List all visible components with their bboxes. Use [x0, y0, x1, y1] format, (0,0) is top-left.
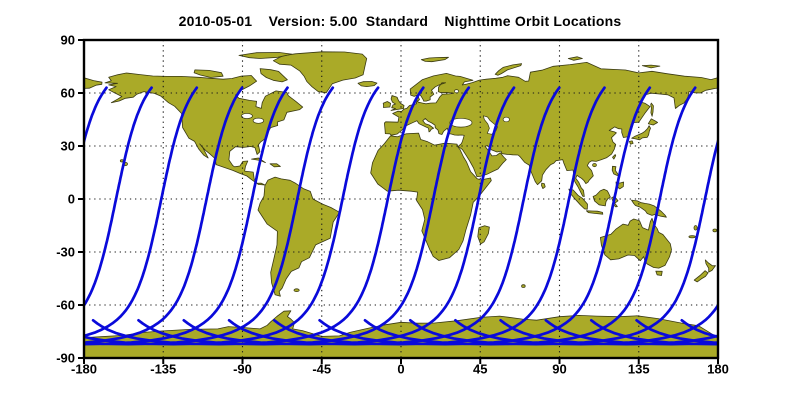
- land-cuba: [251, 157, 266, 163]
- land-luzon: [611, 165, 620, 177]
- orbit-track-7-wrap: [727, 88, 800, 345]
- y-tick-label-60: 60: [61, 86, 75, 101]
- lake-lake-ladoga: [454, 89, 459, 94]
- land-sri-lanka: [541, 182, 546, 189]
- land-tasmania: [655, 270, 663, 276]
- x-tick-label-45: 45: [473, 362, 487, 377]
- x-tick-label--45: -45: [312, 362, 331, 377]
- x-tick-label-135: 135: [628, 362, 650, 377]
- island-new-caledonia: [688, 235, 696, 239]
- lake-black-sea: [449, 117, 473, 128]
- orbit-track-2: [84, 86, 199, 338]
- land-eurasia: [384, 62, 718, 197]
- axis-label-layer: -180 -135 -90 -45 0 45 90 135 180 90 60 30 0 -30 -60 -9…: [56, 33, 729, 377]
- land-borneo: [592, 188, 611, 207]
- land-ellesmere-island: [238, 52, 293, 59]
- land-kyushu: [629, 140, 634, 145]
- land-victoria-island: [193, 69, 224, 78]
- tick-layer: [78, 39, 719, 364]
- orbit-track-11: [272, 86, 606, 346]
- orbit-track-12-wrap: [0, 88, 16, 345]
- y-tick-label-30: 30: [61, 139, 75, 154]
- x-tick-label--180: -180: [71, 362, 97, 377]
- orbit-track-8-wrap: [773, 88, 800, 345]
- x-tick-label--135: -135: [150, 362, 176, 377]
- land-java: [586, 210, 604, 215]
- x-tick-label-0: 0: [397, 362, 404, 377]
- land-taiwan: [612, 154, 617, 160]
- land-new-zealand-north: [704, 259, 716, 273]
- lake-layer: [240, 89, 510, 135]
- figure-title: 2010-05-01 Version: 5.00 Standard Nightt…: [178, 13, 622, 29]
- y-tick-label--30: -30: [56, 245, 75, 260]
- island-falklands: [293, 288, 300, 293]
- lake-lake-superior: [240, 113, 253, 119]
- land-svalbard: [420, 56, 449, 63]
- land-severnaya-zemlya: [567, 56, 583, 61]
- land-greenland: [272, 51, 368, 94]
- land-baffin-island: [259, 68, 288, 83]
- y-tick-label--90: -90: [56, 351, 75, 366]
- land-hispaniola: [269, 163, 281, 168]
- orbit-track-14: [408, 136, 718, 346]
- plot-layers: [0, 40, 800, 358]
- land-africa: [370, 132, 492, 261]
- land-ireland: [382, 101, 391, 108]
- land-sakhalin: [650, 102, 654, 117]
- land-sumatra: [568, 188, 588, 210]
- y-tick-label-90: 90: [61, 33, 75, 48]
- land-new-zealand-south: [693, 270, 709, 283]
- island-vanuatu: [693, 225, 698, 231]
- land-north-america: [104, 72, 304, 186]
- orbit-track-12: [318, 86, 652, 346]
- land-iceland: [357, 81, 378, 87]
- land-hokkaido: [647, 118, 658, 126]
- lake-aral-sea: [502, 116, 510, 123]
- plot-border: [82, 38, 720, 360]
- x-tick-label-90: 90: [552, 362, 566, 377]
- y-tick-label--60: -60: [56, 298, 75, 313]
- y-tick-label-0: 0: [68, 192, 75, 207]
- land-new-siberian-islands: [641, 64, 661, 69]
- island-fiji: [712, 228, 718, 233]
- land-honshu: [631, 125, 651, 141]
- orbit-track-13: [363, 86, 697, 346]
- orbit-track-layer: [0, 86, 800, 346]
- island-hainan: [592, 163, 597, 168]
- island-kerguelen: [521, 284, 526, 288]
- orbit-track-1: [84, 86, 153, 308]
- lake-lake-huron-erie: [252, 117, 265, 124]
- x-tick-label--90: -90: [233, 362, 252, 377]
- x-tick-label-180: 180: [707, 362, 729, 377]
- orbit-track-13-wrap: [0, 88, 61, 345]
- land-novaya-zemlya: [494, 63, 522, 76]
